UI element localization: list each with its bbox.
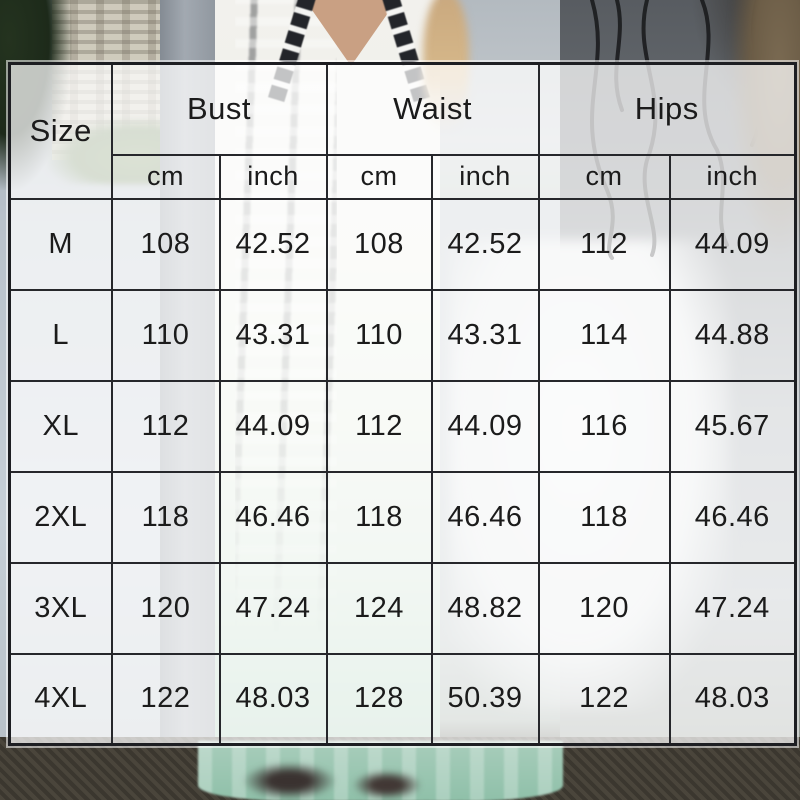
waist-inch-value: 43.31 — [430, 288, 540, 382]
bust-cm-unit-header: cm — [110, 153, 221, 200]
bust-cm-value: 118 — [110, 470, 221, 564]
size-label-cell: 3XL — [8, 561, 113, 655]
waist-inch-unit-header: inch — [430, 153, 540, 200]
hips-inch-value: 46.46 — [668, 470, 797, 564]
bust-cm-value: 110 — [110, 288, 221, 382]
hips-inch-unit-header: inch — [668, 153, 797, 200]
table-row: XL 112 44.09 112 44.09 116 45.67 — [8, 379, 797, 473]
hips-cm-unit-header: cm — [537, 153, 671, 200]
waist-inch-value: 50.39 — [430, 652, 540, 746]
model-foot — [242, 762, 337, 800]
waist-inch-value: 48.82 — [430, 561, 540, 655]
bust-inch-unit-header: inch — [218, 153, 328, 200]
hips-inch-value: 47.24 — [668, 561, 797, 655]
bust-cm-value: 120 — [110, 561, 221, 655]
model-foot — [352, 770, 422, 800]
size-label-cell: 2XL — [8, 470, 113, 564]
table-row: 2XL 118 46.46 118 46.46 118 46.46 — [8, 470, 797, 564]
waist-cm-value: 112 — [325, 379, 433, 473]
hips-cm-value: 118 — [537, 470, 671, 564]
bust-inch-value: 47.24 — [218, 561, 328, 655]
size-label-cell: XL — [8, 379, 113, 473]
bust-inch-value: 48.03 — [218, 652, 328, 746]
table-row: 3XL 120 47.24 124 48.82 120 47.24 — [8, 561, 797, 655]
hips-inch-value: 48.03 — [668, 652, 797, 746]
waist-cm-value: 110 — [325, 288, 433, 382]
hips-cm-value: 114 — [537, 288, 671, 382]
bust-inch-value: 43.31 — [218, 288, 328, 382]
size-label-cell: 4XL — [8, 652, 113, 746]
waist-inch-value: 42.52 — [430, 197, 540, 291]
size-label-cell: M — [8, 197, 113, 291]
waist-cm-unit-header: cm — [325, 153, 433, 200]
bust-inch-value: 46.46 — [218, 470, 328, 564]
bust-group-header: Bust — [110, 62, 328, 156]
bust-cm-value: 122 — [110, 652, 221, 746]
bust-inch-value: 44.09 — [218, 379, 328, 473]
size-label-cell: L — [8, 288, 113, 382]
waist-inch-value: 44.09 — [430, 379, 540, 473]
table-row: L 110 43.31 110 43.31 114 44.88 — [8, 288, 797, 382]
hips-group-header: Hips — [537, 62, 797, 156]
hips-cm-value: 116 — [537, 379, 671, 473]
waist-cm-value: 108 — [325, 197, 433, 291]
waist-cm-value: 124 — [325, 561, 433, 655]
bust-cm-value: 108 — [110, 197, 221, 291]
waist-inch-value: 46.46 — [430, 470, 540, 564]
hips-inch-value: 44.09 — [668, 197, 797, 291]
waist-cm-value: 118 — [325, 470, 433, 564]
hips-cm-value: 112 — [537, 197, 671, 291]
waist-group-header: Waist — [325, 62, 540, 156]
size-chart-table: Size Bust Waist Hips cm inch cm inch cm … — [8, 62, 798, 746]
hips-cm-value: 120 — [537, 561, 671, 655]
hips-cm-value: 122 — [537, 652, 671, 746]
table-row: 4XL 122 48.03 128 50.39 122 48.03 — [8, 652, 797, 746]
hips-inch-value: 45.67 — [668, 379, 797, 473]
bust-cm-value: 112 — [110, 379, 221, 473]
size-column-header: Size — [8, 62, 113, 200]
table-row: M 108 42.52 108 42.52 112 44.09 — [8, 197, 797, 291]
hips-inch-value: 44.88 — [668, 288, 797, 382]
waist-cm-value: 128 — [325, 652, 433, 746]
bust-inch-value: 42.52 — [218, 197, 328, 291]
